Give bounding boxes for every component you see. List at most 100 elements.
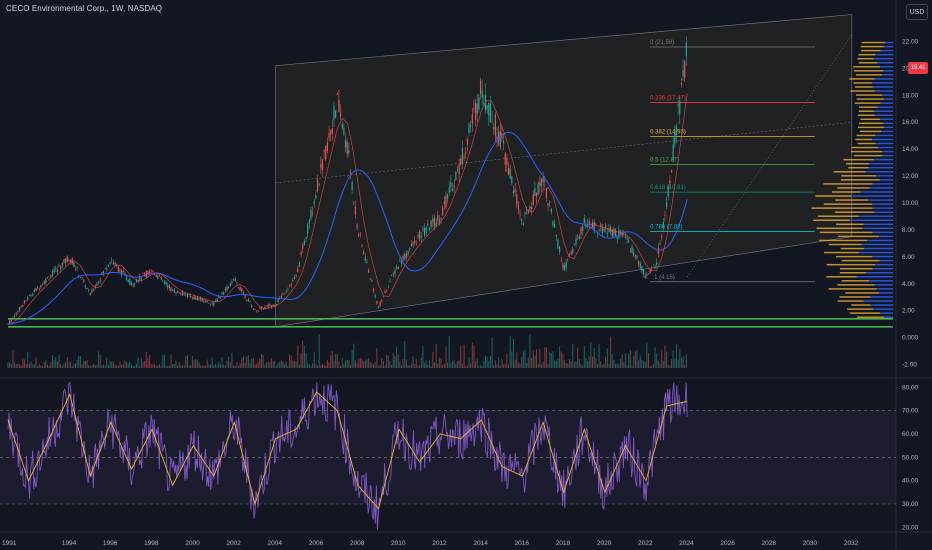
volume-bar (410, 363, 412, 368)
candle-body (257, 310, 259, 312)
volume-profile-bar (838, 235, 879, 238)
volume-bar (186, 355, 188, 368)
volume-bar (555, 360, 557, 368)
candle-body (379, 302, 381, 307)
candle-body (27, 297, 29, 300)
candle-body (195, 297, 197, 300)
volume-bar (341, 357, 343, 368)
candle-body (66, 256, 68, 262)
candle-body (223, 291, 225, 295)
volume-profile-bar (881, 130, 893, 133)
candle-body (99, 279, 101, 281)
volume-bar (433, 362, 435, 368)
volume-bar (412, 356, 414, 368)
candle-body (419, 231, 421, 240)
volume-bar (167, 365, 169, 368)
volume-bar (608, 364, 610, 368)
volume-bar (443, 363, 445, 368)
volume-bar (455, 363, 457, 368)
volume-bar (537, 363, 539, 368)
volume-bar (374, 362, 376, 368)
candle-body (290, 283, 292, 286)
volume-bar (336, 354, 338, 368)
volume-profile-bar (872, 231, 893, 234)
volume-bar (37, 365, 39, 368)
candle-body (109, 262, 111, 264)
volume-bar (241, 358, 243, 368)
candle-body (634, 254, 636, 257)
volume-profile-bar (880, 102, 893, 104)
candle-body (539, 181, 541, 186)
candle-body (430, 220, 432, 227)
volume-bar (531, 357, 533, 368)
volume-bar (590, 342, 592, 368)
candle-body (481, 90, 483, 98)
candle-body (565, 261, 567, 268)
chart-title: CECO Environmental Corp., 1W, NASDAQ (6, 4, 163, 13)
volume-bar (526, 362, 528, 368)
candle-body (610, 227, 612, 232)
candle-body (560, 260, 562, 261)
volume-bar (168, 365, 170, 368)
volume-bar (564, 360, 566, 368)
volume-bar (503, 364, 505, 368)
candle-body (40, 285, 42, 288)
oscillator-axis: 80.00 70.00 60.00 50.00 40.00 30.00 20.00 (902, 384, 919, 531)
candle-body (506, 157, 508, 166)
volume-profile-bar (879, 179, 893, 181)
time-tick-label: 2004 (268, 540, 283, 547)
volume-bar (572, 343, 574, 368)
volume-bar (680, 357, 682, 368)
candle-body (280, 295, 282, 298)
volume-bar (48, 365, 50, 368)
volume-bar (562, 353, 564, 368)
volume-bar (391, 364, 393, 368)
candle-body (256, 311, 258, 313)
candle-body (496, 136, 498, 140)
candle-body (328, 132, 330, 139)
candle-body (501, 132, 503, 139)
volume-bar (28, 363, 30, 368)
candle-body (499, 131, 501, 148)
volume-profile-bar (872, 86, 893, 88)
candle-body (516, 194, 518, 205)
volume-bar (33, 364, 35, 368)
time-tick-label: 2002 (226, 540, 241, 547)
volume-profile-bar (823, 203, 873, 205)
candle-body (674, 130, 676, 145)
candle-body (621, 232, 623, 236)
volume-profile-bar (872, 267, 893, 270)
volume-profile-bar (858, 110, 875, 112)
candle-body (563, 265, 566, 270)
volume-bar (486, 357, 488, 368)
volume-profile-bar (884, 45, 893, 48)
volume-bar (484, 355, 486, 368)
volume-bar (182, 365, 184, 368)
candle-body (491, 121, 493, 123)
volume-bar (126, 362, 128, 368)
volume-bar (593, 348, 595, 368)
volume-bar (117, 365, 119, 368)
volume-bar (643, 361, 645, 368)
time-tick-label: 2012 (432, 540, 447, 547)
candle-body (175, 292, 177, 294)
volume-bar (214, 363, 216, 368)
candle-body (279, 297, 281, 299)
candle-body (667, 186, 669, 197)
candle-body (346, 141, 348, 155)
candle-body (684, 61, 686, 78)
volume-profile-bar (869, 280, 893, 282)
volume-profile-bar (857, 316, 885, 318)
candle-body (88, 289, 90, 291)
volume-profile-bar (884, 316, 893, 318)
volume-bar (221, 357, 223, 368)
currency-button[interactable]: USD (906, 4, 928, 20)
volume-bar (149, 355, 151, 368)
volume-bar (317, 365, 319, 368)
volume-profile-bar (855, 74, 883, 76)
volume-profile-bar (848, 167, 869, 169)
candle-body (116, 264, 118, 265)
volume-bar (654, 347, 656, 368)
candle-body (359, 234, 361, 236)
